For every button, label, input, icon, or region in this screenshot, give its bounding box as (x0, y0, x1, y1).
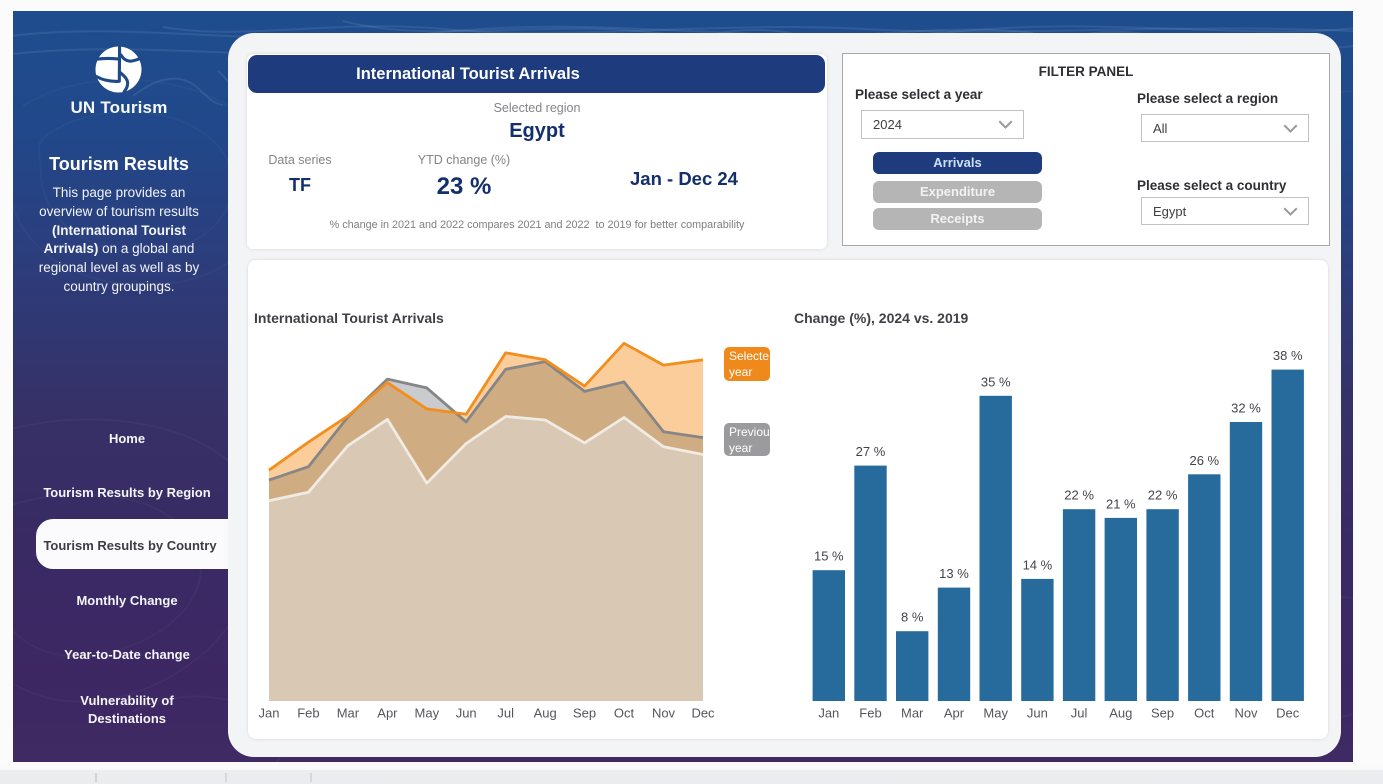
svg-text:Mar: Mar (901, 706, 924, 721)
svg-text:Aug: Aug (1109, 706, 1132, 721)
svg-text:Dec: Dec (691, 706, 715, 721)
svg-text:Jun: Jun (456, 706, 477, 721)
svg-text:Jan: Jan (818, 706, 839, 721)
svg-text:Feb: Feb (297, 706, 319, 721)
svg-text:Jun: Jun (1027, 706, 1048, 721)
svg-text:14 %: 14 % (1023, 557, 1053, 572)
svg-text:Previou: Previou (729, 425, 770, 439)
svg-text:May: May (983, 706, 1008, 721)
svg-text:Nov: Nov (1234, 706, 1258, 721)
svg-text:Aug: Aug (534, 706, 557, 721)
svg-text:Oct: Oct (1194, 706, 1215, 721)
svg-text:Change (%), 2024 vs. 2019: Change (%), 2024 vs. 2019 (794, 310, 969, 326)
svg-text:27 %: 27 % (856, 444, 886, 459)
svg-text:15 %: 15 % (814, 549, 844, 564)
svg-text:International Tourist Arrivals: International Tourist Arrivals (254, 310, 444, 326)
svg-text:Nov: Nov (652, 706, 676, 721)
svg-text:Jul: Jul (1071, 706, 1088, 721)
svg-text:Selecte: Selecte (729, 349, 769, 363)
svg-text:Jul: Jul (497, 706, 514, 721)
svg-text:year: year (729, 441, 752, 455)
svg-text:Feb: Feb (859, 706, 881, 721)
svg-text:Oct: Oct (614, 706, 635, 721)
svg-text:year: year (729, 365, 752, 379)
svg-text:26 %: 26 % (1189, 453, 1219, 468)
svg-text:22 %: 22 % (1064, 488, 1094, 503)
svg-text:Sep: Sep (1151, 706, 1174, 721)
svg-text:22 %: 22 % (1148, 488, 1178, 503)
svg-text:13 %: 13 % (939, 566, 969, 581)
svg-text:Dec: Dec (1276, 706, 1300, 721)
svg-text:Sep: Sep (573, 706, 596, 721)
svg-text:Apr: Apr (944, 706, 965, 721)
svg-text:May: May (415, 706, 440, 721)
svg-text:8 %: 8 % (901, 610, 924, 625)
svg-text:Apr: Apr (377, 706, 398, 721)
svg-text:35 %: 35 % (981, 374, 1011, 389)
svg-text:21 %: 21 % (1106, 496, 1136, 511)
svg-text:32 %: 32 % (1231, 401, 1261, 416)
svg-text:Jan: Jan (259, 706, 280, 721)
svg-text:38 %: 38 % (1273, 348, 1303, 363)
svg-text:Mar: Mar (337, 706, 360, 721)
